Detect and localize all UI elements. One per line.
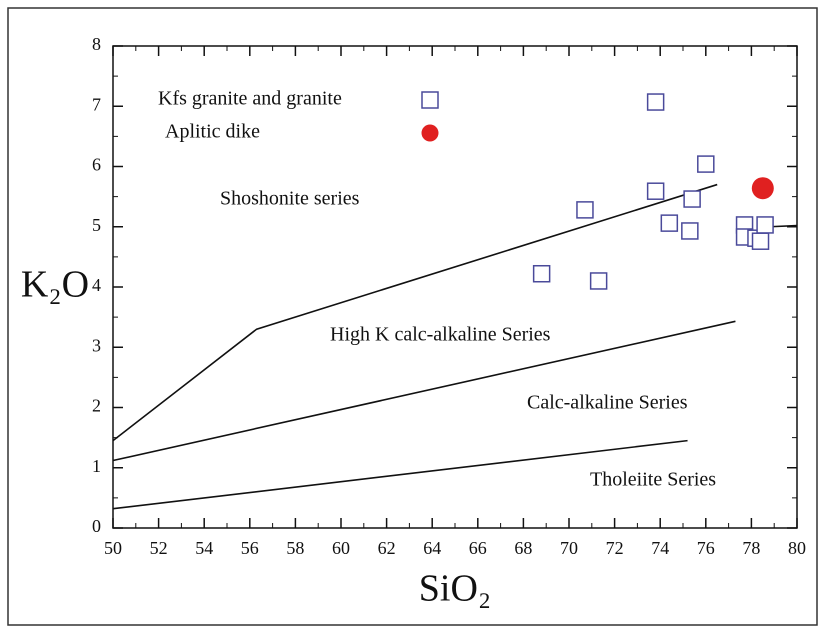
legend-label: Aplitic dike (165, 121, 260, 143)
y-tick-label: 0 (92, 516, 101, 536)
boundary-line (112, 183, 718, 442)
x-tick-label: 52 (150, 538, 168, 558)
region-label: Shoshonite series (220, 188, 360, 210)
y-tick-label: 3 (92, 335, 101, 355)
data-point (532, 264, 551, 283)
y-tick-label: 5 (92, 215, 101, 235)
y-tick-label: 8 (92, 34, 101, 54)
data-point (697, 155, 715, 173)
boundary-line (112, 320, 736, 462)
data-point (683, 190, 701, 208)
x-tick-label: 62 (378, 538, 396, 558)
x-tick-label: 72 (606, 538, 624, 558)
x-tick-label: 80 (788, 538, 806, 558)
y-tick-label: 6 (92, 155, 101, 175)
region-label: High K calc-alkaline Series (330, 324, 551, 346)
legend-label: Kfs granite and granite (158, 88, 342, 110)
x-tick-label: 58 (286, 538, 304, 558)
x-tick-label: 64 (423, 538, 441, 558)
x-tick-label: 76 (697, 538, 715, 558)
y-axis-label: K₂O (21, 264, 89, 306)
y-tick-label: 2 (92, 396, 101, 416)
y-tick-label: 7 (92, 94, 101, 114)
data-point (576, 201, 594, 219)
plot-area (112, 45, 798, 529)
region-label: Tholeiite Series (590, 469, 716, 491)
x-tick-label: 54 (195, 538, 213, 558)
boundary-line (769, 224, 798, 228)
data-point (751, 232, 770, 250)
y-tick-label: 1 (92, 456, 101, 476)
y-tick-label: 4 (92, 275, 101, 295)
x-tick-label: 74 (651, 538, 669, 558)
x-axis-label: SiO₂ (419, 568, 491, 610)
data-point (589, 272, 608, 290)
legend-marker (421, 124, 439, 142)
data-point (681, 222, 699, 240)
boundary-line (112, 439, 688, 510)
frame (7, 7, 818, 626)
data-point (660, 214, 679, 232)
x-tick-label: 56 (241, 538, 259, 558)
legend-marker (421, 91, 439, 109)
data-point (756, 216, 774, 234)
data-point (646, 93, 665, 111)
x-tick-label: 60 (332, 538, 350, 558)
region-label: Calc-alkaline Series (527, 392, 688, 414)
x-tick-label: 50 (104, 538, 122, 558)
x-tick-label: 70 (560, 538, 578, 558)
x-tick-label: 78 (742, 538, 760, 558)
data-point (751, 177, 774, 200)
x-tick-label: 68 (514, 538, 532, 558)
data-point (646, 182, 665, 200)
x-tick-label: 66 (469, 538, 487, 558)
